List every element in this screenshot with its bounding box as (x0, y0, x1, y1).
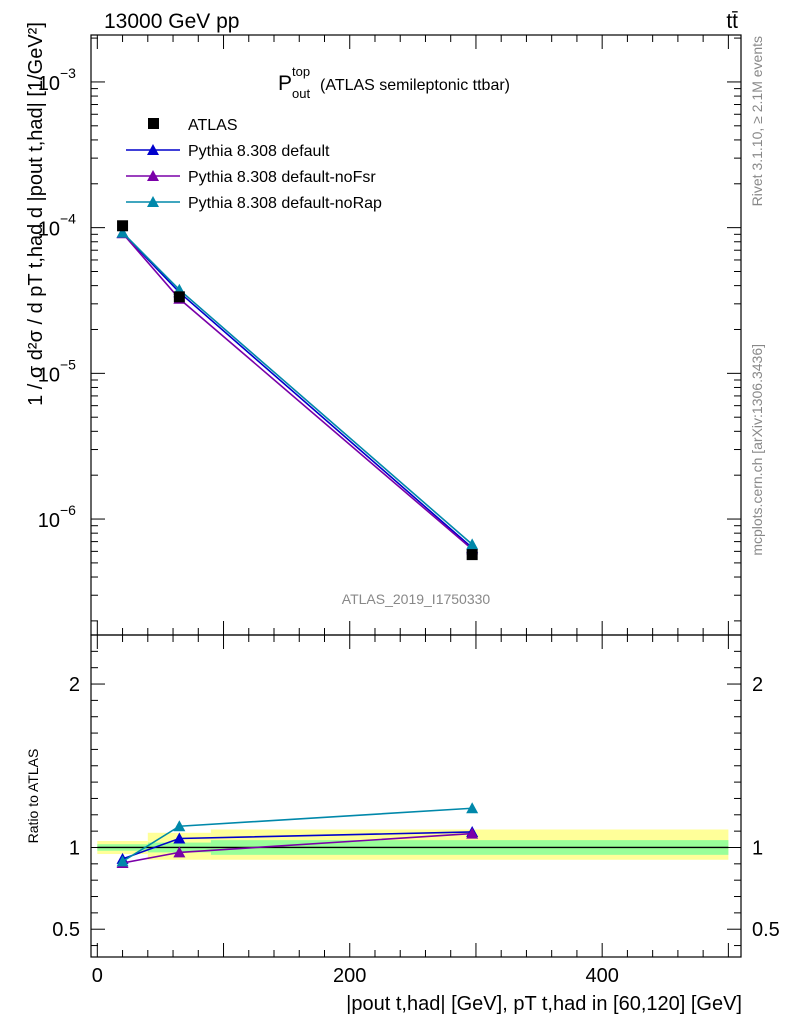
ratio-series-marker (466, 802, 479, 814)
analysis-id: ATLAS_2019_I1750330 (342, 591, 491, 607)
y-tick-label-base: 10 (38, 364, 60, 386)
title-suffix: (ATLAS semileptonic ttbar) (320, 77, 510, 94)
ratio-series (116, 802, 479, 869)
title-superscript: top (292, 64, 310, 79)
ratio-series-marker (173, 832, 186, 844)
ratio-plot-ticks (91, 635, 741, 957)
main-plot-y-tick-labels: 10−610−510−410−3 (38, 65, 76, 532)
atlas-data-points (117, 220, 478, 561)
legend-label: ATLAS (188, 117, 238, 134)
ratio-series-marker (173, 820, 186, 832)
y-tick-label-base: 10 (38, 510, 60, 532)
x-tick-label: 0 (92, 965, 103, 987)
ratio-y-tick-label-right: 1 (752, 837, 763, 859)
legend: ATLAS Pythia 8.308 default Pythia 8.308 de… (126, 117, 382, 212)
legend-entry: Pythia 8.308 default-noFsr (126, 169, 376, 186)
legend-entry: ATLAS (148, 117, 238, 134)
ratio-y-tick-label: 1 (69, 837, 80, 859)
y-tick-label: 10 −4 (38, 211, 76, 241)
main-y-axis-label: 1 / σ d²σ / d pT t,had d |pout t,had| [1… (25, 22, 47, 406)
mcplots-side-label: mcplots.cern.ch [arXiv:1306.3436] (749, 344, 765, 556)
atlas-data-point (117, 220, 129, 232)
ratio-plot-panel: 0.5 0.5 1 1 2 2 Ratio to ATLAS (25, 634, 780, 958)
title-main: P (278, 72, 292, 95)
ratio-y-axis-label-text: Ratio to ATLAS (25, 749, 41, 844)
main-plot-panel: 10−610−510−410−3 P top out (ATLAS semile… (25, 22, 742, 636)
legend-triangle-marker (147, 144, 159, 155)
ratio-y-axis-label: Ratio to ATLAS (25, 749, 41, 844)
series-marker (116, 226, 129, 238)
y-tick-label: 10 −6 (38, 502, 76, 532)
rivet-side-label-text: Rivet 3.1.10, ≥ 2.1M events (749, 36, 765, 206)
y-tick-label-exponent: −4 (60, 211, 76, 227)
ratio-y-tick-label-right: 2 (752, 674, 763, 696)
legend-label: Pythia 8.308 default (188, 143, 330, 160)
y-tick-label-exponent: −5 (60, 356, 76, 372)
series-line (121, 232, 473, 545)
main-plot-ticks (91, 35, 741, 635)
y-tick-label: 10 −5 (38, 356, 76, 386)
ratio-y-tick-labels: 0.5 0.5 1 1 2 2 (52, 674, 780, 941)
beam-energy-label: 13000 GeV pp (104, 10, 239, 33)
y-tick-label: 10 −3 (38, 65, 76, 95)
ratio-series-marker (116, 855, 129, 867)
title-subscript: out (292, 86, 310, 101)
legend-triangle-marker (147, 196, 159, 207)
y-tick-label-base: 10 (38, 73, 60, 95)
x-axis-label: |pout t,had| [GeV], pT t,had in [60,120]… (346, 993, 742, 1015)
ratio-y-tick-label: 2 (69, 674, 80, 696)
series-line (121, 232, 473, 549)
rivet-side-label: Rivet 3.1.10, ≥ 2.1M events (749, 36, 765, 206)
ratio-y-tick-label-right: 0.5 (752, 919, 780, 941)
legend-label: Pythia 8.308 default-noRap (188, 195, 382, 212)
mcplots-side-label-text: mcplots.cern.ch [arXiv:1306.3436] (749, 344, 765, 556)
ratio-series-marker (173, 846, 186, 858)
ratio-plot-frame (90, 634, 742, 958)
plot-title: P top out (ATLAS semileptonic ttbar) (278, 64, 510, 101)
ratio-y-tick-label: 0.5 (52, 919, 80, 941)
ratio-series-marker (466, 827, 479, 839)
process-label: tt̄ (726, 10, 738, 33)
x-tick-label: 200 (333, 965, 366, 987)
main-y-axis-label-text: 1 / σ d²σ / d pT t,had d |pout t,had| [1… (25, 22, 47, 406)
atlas-data-point (466, 549, 478, 561)
y-tick-label-base: 10 (38, 219, 60, 241)
legend-square-marker (148, 118, 159, 129)
legend-entry: Pythia 8.308 default (126, 143, 330, 160)
atlas-data-point (173, 291, 185, 303)
y-tick-label-exponent: −3 (60, 65, 76, 81)
main-plot-series (116, 226, 479, 555)
series-marker (466, 538, 479, 550)
x-tick-label: 400 (585, 965, 618, 987)
legend-label: Pythia 8.308 default-noFsr (188, 169, 376, 186)
legend-entry: Pythia 8.308 default-noRap (126, 195, 382, 212)
y-tick-label-exponent: −6 (60, 502, 76, 518)
x-tick-labels: 0 200 400 (92, 965, 619, 987)
legend-triangle-marker (147, 170, 159, 181)
